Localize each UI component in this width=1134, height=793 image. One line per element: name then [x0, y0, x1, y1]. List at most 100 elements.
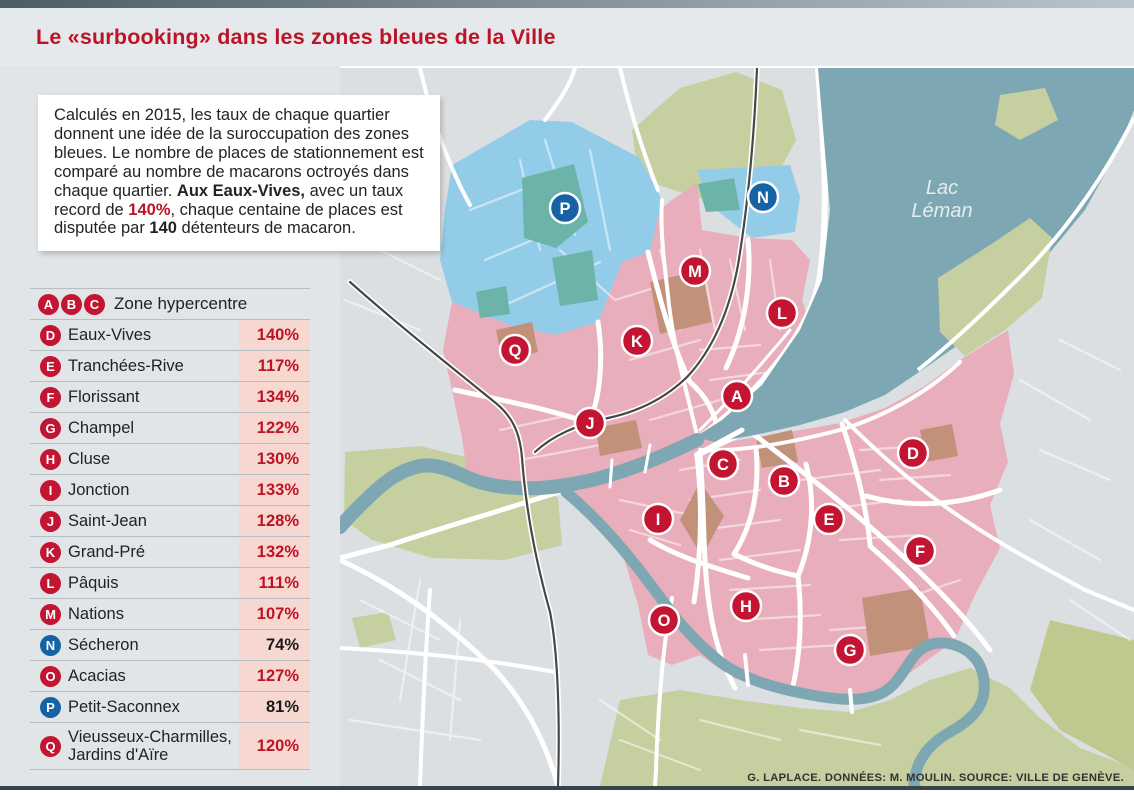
- map-marker-C: C: [706, 447, 740, 481]
- map-marker-I: I: [641, 502, 675, 536]
- legend-row-G: G Champel 122%: [30, 413, 310, 444]
- map-marker-H: H: [729, 589, 763, 623]
- zone-rate-value: 140%: [239, 320, 310, 350]
- zone-name: Pâquis: [68, 573, 119, 592]
- zone-badge-O: O: [40, 665, 61, 687]
- svg-text:O: O: [658, 612, 671, 630]
- zone-rate-value: 132%: [239, 537, 310, 567]
- zone-badge-J: J: [40, 510, 61, 532]
- map-marker-D: D: [896, 436, 930, 470]
- legend-row-H: H Cluse 130%: [30, 444, 310, 475]
- legend-row-D: D Eaux-Vives 140%: [30, 320, 310, 351]
- zone-badge-F: F: [40, 386, 61, 408]
- zone-rate-value: 74%: [239, 630, 310, 660]
- zone-name: Tranchées-Rive: [68, 356, 184, 375]
- map-marker-P: P: [548, 191, 582, 225]
- zone-badge-B: B: [61, 293, 82, 315]
- svg-text:H: H: [740, 598, 752, 616]
- top-accent-bar: [0, 0, 1134, 8]
- zone-pink-shape: [443, 183, 1014, 700]
- svg-text:M: M: [688, 263, 702, 281]
- zone-name: Champel: [68, 418, 135, 437]
- legend-row-I: I Jonction 133%: [30, 475, 310, 506]
- lake-shape: [695, 68, 1134, 442]
- zone-rate-value: 107%: [239, 599, 310, 629]
- zone-name: Eaux-Vives: [68, 325, 152, 344]
- zone-name: Jonction: [68, 480, 130, 499]
- legend-row-E: E Tranchées-Rive 117%: [30, 351, 310, 382]
- legend-row-K: K Grand-Pré 132%: [30, 537, 310, 568]
- svg-text:B: B: [778, 473, 790, 491]
- zone-badge-Q: Q: [40, 735, 61, 757]
- zone-rate-value: 134%: [239, 382, 310, 412]
- svg-text:E: E: [823, 511, 834, 529]
- legend-row-F: F Florissant 134%: [30, 382, 310, 413]
- map-marker-F: F: [903, 534, 937, 568]
- zone-badge-M: M: [40, 603, 61, 625]
- zone-name: Saint-Jean: [68, 511, 147, 530]
- zone-rate-value: 130%: [239, 444, 310, 474]
- zone-badge-K: K: [40, 541, 61, 563]
- legend-row-L: L Pâquis 111%: [30, 568, 310, 599]
- map-marker-M: M: [678, 254, 712, 288]
- zone-rate-value: 128%: [239, 506, 310, 536]
- map-marker-N: N: [746, 180, 780, 214]
- zone-name: Petit-Saconnex: [68, 697, 180, 716]
- geneva-map: Lac Léman P N M L K Q A J C B D I E F H O G G. LAPLACE. …: [333, 65, 1134, 792]
- map-marker-G: G: [833, 633, 867, 667]
- zone-rate-value: 120%: [239, 723, 310, 769]
- zone-rate-value: 122%: [239, 413, 310, 443]
- zone-badge-P: P: [40, 696, 61, 718]
- zone-name: Florissant: [68, 387, 140, 406]
- bridges: [608, 427, 854, 714]
- legend-row-J: J Saint-Jean 128%: [30, 506, 310, 537]
- map-marker-Q: Q: [498, 333, 532, 367]
- map-marker-J: J: [573, 406, 607, 440]
- legend-row-Q: Q Vieusseux-Charmilles, Jardins d'Aïre 120%: [30, 723, 310, 770]
- zone-rate-value: 117%: [239, 351, 310, 381]
- zone-rate-value: 111%: [239, 568, 310, 598]
- svg-text:N: N: [757, 189, 769, 207]
- legend-row-P: P Petit-Saconnex 81%: [30, 692, 310, 723]
- svg-text:K: K: [631, 333, 643, 351]
- svg-text:L: L: [777, 305, 787, 323]
- lake-label: Lac Léman: [911, 177, 972, 222]
- svg-text:G: G: [844, 642, 857, 660]
- zone-badge-D: D: [40, 324, 61, 346]
- zone-badge-E: E: [40, 355, 61, 377]
- zone-name: Grand-Pré: [68, 542, 146, 561]
- map-credit: G. LAPLACE. DONNÉES: M. MOULIN. SOURCE: …: [747, 771, 1124, 784]
- rivers: [333, 433, 990, 792]
- info-text-box: Calculés en 2015, les taux de chaque qua…: [38, 95, 440, 252]
- svg-text:Lac: Lac: [926, 177, 958, 199]
- svg-text:D: D: [907, 445, 919, 463]
- legend-row-M: M Nations 107%: [30, 599, 310, 630]
- map-marker-B: B: [767, 464, 801, 498]
- svg-text:P: P: [559, 200, 570, 218]
- map-marker-O: O: [647, 603, 681, 637]
- zone-name: Cluse: [68, 449, 111, 468]
- svg-text:J: J: [585, 415, 594, 433]
- legend-row-O: O Acacias 127%: [30, 661, 310, 692]
- svg-text:A: A: [731, 388, 743, 406]
- map-marker-L: L: [765, 296, 799, 330]
- page-title: Le «surbooking» dans les zones bleues de…: [36, 25, 556, 49]
- svg-text:Léman: Léman: [911, 200, 972, 222]
- zone-badge-G: G: [40, 417, 61, 439]
- svg-text:I: I: [656, 511, 661, 529]
- bottom-rule: [0, 786, 1134, 790]
- zone-name: Nations: [68, 604, 124, 623]
- zone-name: Acacias: [68, 666, 126, 685]
- zone-badge-C: C: [84, 293, 105, 315]
- zone-name: Sécheron: [68, 635, 139, 654]
- svg-text:C: C: [717, 456, 729, 474]
- zone-badge-I: I: [40, 479, 61, 501]
- svg-text:Q: Q: [509, 342, 522, 360]
- legend-row-N: N Sécheron 74%: [30, 630, 310, 661]
- zone-badge-H: H: [40, 448, 61, 470]
- map-marker-K: K: [620, 324, 654, 358]
- shore-parks: [916, 88, 1134, 372]
